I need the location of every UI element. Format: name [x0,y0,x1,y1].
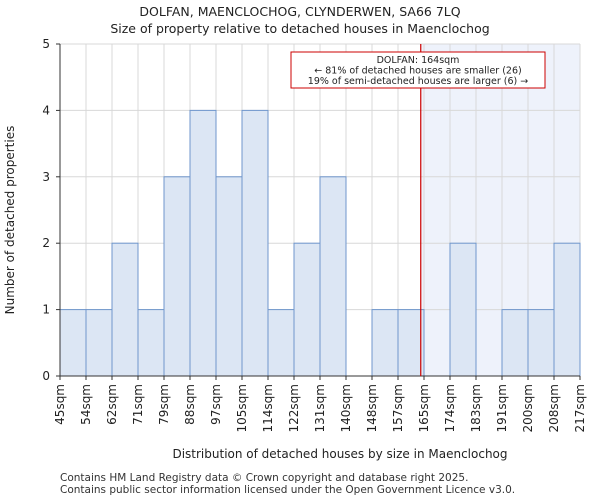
y-tick-label: 1 [42,303,50,317]
histogram-chart: DOLFAN: 164sqm← 81% of detached houses a… [3,37,587,461]
histogram-bar [527,309,555,377]
footer-licence: Contains public sector information licen… [60,484,516,496]
chart-subtitle: Size of property relative to detached ho… [110,21,490,36]
x-tick-label: 62sqm [105,384,119,425]
x-tick-label: 174sqm [443,384,457,432]
annotation-title: DOLFAN: 164sqm [377,55,460,66]
histogram-bar [501,309,529,377]
x-tick-label: 140sqm [339,384,353,432]
x-tick-label: 71sqm [131,384,145,425]
histogram-bar [189,109,217,377]
y-tick-label: 4 [42,103,50,117]
histogram-bar [449,242,477,377]
histogram-bar [111,242,139,377]
x-tick-label: 54sqm [79,384,93,425]
x-tick-label: 200sqm [521,384,535,432]
annotation-box [290,51,546,89]
x-tick-label: 148sqm [365,384,379,432]
x-tick-label: 191sqm [495,384,509,432]
x-tick-label: 79sqm [157,384,171,425]
y-tick-label: 2 [42,236,50,250]
annotation-larger: 19% of semi-detached houses are larger (… [308,76,528,87]
footer-copyright: Contains HM Land Registry data © Crown c… [60,472,469,484]
x-tick-label: 105sqm [235,384,249,432]
x-tick-label: 208sqm [547,384,561,432]
y-tick-label: 3 [42,170,50,184]
histogram-bar [319,176,347,377]
histogram-bar [59,309,87,377]
x-tick-label: 97sqm [209,384,223,425]
histogram-bar [215,176,243,377]
x-tick-label: 131sqm [313,384,327,432]
x-tick-label: 157sqm [391,384,405,432]
histogram-bar [241,109,269,377]
histogram-bar [553,242,581,377]
x-axis-title: Distribution of detached houses by size … [172,447,507,461]
histogram-bar [397,309,425,377]
y-tick-label: 0 [42,369,50,383]
x-tick-label: 88sqm [183,384,197,425]
x-tick-label: 165sqm [417,384,431,432]
x-tick-label: 217sqm [573,384,587,432]
x-tick-label: 114sqm [261,384,275,432]
histogram-bar [137,309,165,377]
histogram-bar [267,309,295,377]
x-tick-label: 122sqm [287,384,301,432]
annotation-smaller: ← 81% of detached houses are smaller (26… [314,66,521,77]
histogram-bar [293,242,321,377]
y-axis-title: Number of detached properties [3,126,17,315]
y-tick-label: 5 [42,37,50,51]
x-tick-label: 45sqm [53,384,67,425]
x-tick-label: 183sqm [469,384,483,432]
histogram-bar [85,309,113,377]
histogram-bar [163,176,191,377]
chart-title: DOLFAN, MAENCLOCHOG, CLYNDERWEN, SA66 7L… [139,4,461,19]
histogram-bar [371,309,399,377]
